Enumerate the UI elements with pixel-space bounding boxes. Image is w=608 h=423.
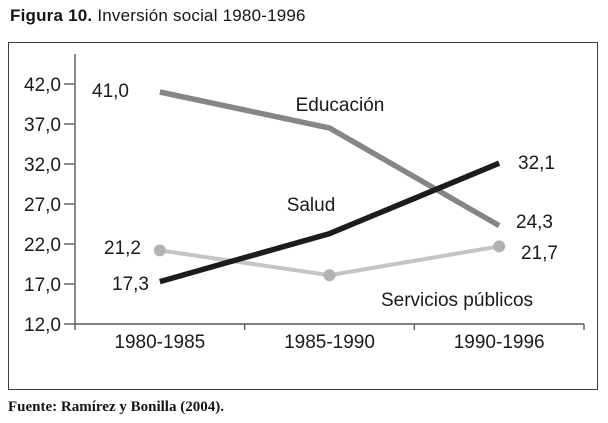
y-tick-label: 42,0	[24, 75, 61, 96]
point-label-educacion-2: 24,3	[516, 212, 553, 233]
point-label-servicios-publicos-0: 21,2	[104, 238, 141, 259]
series-line-salud	[159, 160, 501, 285]
y-tick-label: 22,0	[24, 235, 61, 256]
series-line-educacion	[159, 89, 501, 228]
figure-title: Figura 10. Inversión social 1980-1996	[10, 6, 306, 26]
series-label-educacion: Educación	[296, 95, 385, 116]
point-label-salud-2: 32,1	[518, 153, 555, 174]
y-tick-label: 37,0	[24, 115, 61, 136]
point-label-servicios-publicos-2: 21,7	[521, 243, 558, 264]
chart-frame: 12,0 17,0 22,0 27,0 32,0 37,0 42,0 1980-1985 198…	[8, 42, 598, 390]
x-tick-label: 1980-1985	[114, 332, 205, 353]
x-tick-label: 1985-1990	[284, 332, 375, 353]
point-label-educacion-0: 41,0	[92, 81, 129, 102]
source-note: Fuente: Ramírez y Bonilla (2004).	[8, 399, 224, 415]
y-tick-label: 12,0	[24, 315, 61, 336]
chart-svg: 12,0 17,0 22,0 27,0 32,0 37,0 42,0 1980-1985 198…	[24, 54, 585, 353]
figure-name: Inversión social 1980-1996	[97, 6, 306, 25]
series-marker-servicios-publicos	[323, 269, 336, 282]
y-tick-label: 27,0	[24, 195, 61, 216]
x-tick-label: 1990-1996	[454, 332, 545, 353]
series-label-servicios-publicos: Servicios públicos	[381, 290, 533, 311]
series-marker-servicios-publicos	[493, 240, 506, 253]
point-label-salud-0: 17,3	[112, 274, 149, 295]
series-marker-servicios-publicos	[153, 244, 166, 257]
y-tick-label: 32,0	[24, 155, 61, 176]
series-label-salud: Salud	[287, 195, 336, 216]
y-tick-label: 17,0	[24, 275, 61, 296]
figure-label: Figura 10.	[10, 6, 93, 25]
